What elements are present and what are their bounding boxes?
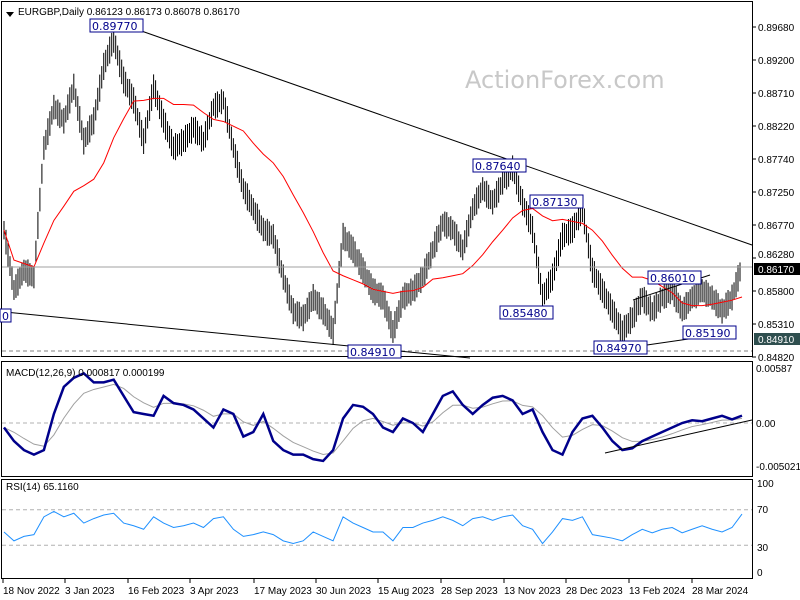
price-label: 0.89770 [92, 20, 138, 33]
price-label: 0.84970 [596, 342, 642, 355]
rsi-tick-label: 100 [757, 479, 774, 490]
macd-line [2, 371, 743, 463]
x-tick-label: 13 Nov 2023 [504, 586, 561, 597]
rsi-pane [1, 479, 753, 579]
x-tick-label: 18 Nov 2022 [3, 586, 60, 597]
price-label-box [0, 308, 12, 323]
rsi-line [3, 510, 743, 545]
collapse-triangle-icon[interactable] [6, 12, 14, 17]
macd-trendline [604, 419, 753, 454]
price-label-box [682, 325, 737, 340]
rsi-title: RSI(14) 65.1160 [6, 482, 79, 493]
x-tick-label: 28 Mar 2024 [692, 586, 749, 597]
trendline [109, 19, 753, 246]
y-tick-label: 0.89680 [758, 23, 795, 34]
price-label-box [499, 305, 554, 320]
y-tick-label: 0.86280 [758, 250, 795, 261]
symbol-header: EURGBP,Daily 0.86123 0.86173 0.86078 0.8… [18, 7, 240, 18]
x-tick-label: 3 Apr 2023 [190, 586, 239, 597]
x-tick-label: 13 Feb 2024 [629, 586, 686, 597]
x-tick-label: 16 Feb 2023 [128, 586, 185, 597]
y-tick-label: 0.88220 [758, 122, 795, 133]
price-label-box [347, 344, 402, 359]
price-label: 0.86010 [650, 272, 696, 285]
x-tick-label: 15 Aug 2023 [378, 586, 435, 597]
y-tick-label: 0.87740 [758, 155, 795, 166]
price-label-box [647, 270, 702, 285]
y-tick-label: 0.86770 [758, 221, 795, 232]
price-label: 0.84910 [350, 346, 396, 359]
level-label: 0.84910 [758, 335, 795, 346]
level-tag [754, 333, 800, 345]
current-price-tag [754, 263, 800, 275]
price-label: 0.87640 [475, 160, 521, 173]
price-label-box [593, 340, 648, 355]
macd-title: MACD(12,26,9) 0.000817 0.000199 [6, 368, 165, 379]
macd-signal-line [3, 383, 743, 456]
x-tick-label: 17 May 2023 [254, 586, 312, 597]
y-tick-label: 0.84820 [758, 353, 795, 364]
macd-tick-label: 0.00 [756, 419, 776, 430]
current-price-label: 0.86170 [758, 265, 795, 276]
price-label: 0 [2, 310, 9, 323]
rsi-tick-label: 70 [757, 505, 769, 516]
macd-tick-label: 0.00587 [756, 364, 793, 375]
x-tick-label: 28 Dec 2023 [566, 586, 623, 597]
price-label-box [529, 194, 584, 209]
y-tick-label: 0.85310 [758, 320, 795, 331]
rsi-tick-label: 0 [757, 568, 763, 579]
rsi-tick-label: 30 [757, 543, 769, 554]
y-tick-label: 0.89200 [758, 56, 795, 67]
price-label: 0.87130 [532, 196, 578, 209]
price-label-box [472, 158, 527, 173]
macd-tick-label: -0.005021 [756, 462, 800, 473]
price-label-box [89, 18, 144, 33]
x-tick-label: 30 Jun 2023 [316, 586, 371, 597]
y-tick-label: 0.85800 [758, 287, 795, 298]
y-tick-label: 0.87250 [758, 188, 795, 199]
x-tick-label: 28 Sep 2023 [441, 586, 498, 597]
watermark: ActionForex.com [465, 66, 665, 94]
moving-average-line [3, 97, 743, 307]
y-tick-label: 0.88710 [758, 89, 795, 100]
price-label: 0.85480 [502, 307, 548, 320]
macd-pane [1, 361, 753, 477]
price-label: 0.85190 [685, 327, 731, 340]
x-tick-label: 3 Jan 2023 [65, 586, 115, 597]
